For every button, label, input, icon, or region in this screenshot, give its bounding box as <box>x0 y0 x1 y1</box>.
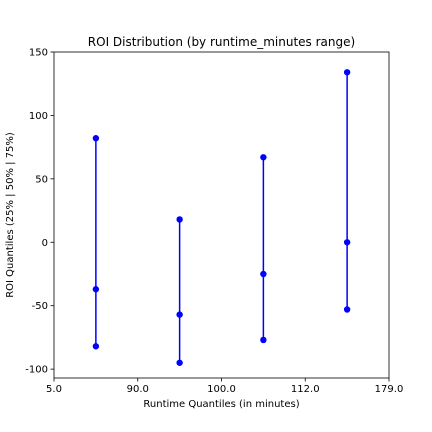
x-axis: 5.0 90.0 100.0 112.0 179.0 <box>46 378 403 395</box>
y-axis: -100 -50 0 50 100 150 <box>25 48 54 376</box>
x-tick-label: 112.0 <box>291 384 320 395</box>
quantile-50-point <box>260 270 267 278</box>
quantile-25-point <box>343 306 351 313</box>
quantile-50-point <box>92 286 100 293</box>
quantile-50-point <box>176 311 183 318</box>
y-tick-label: -100 <box>25 365 48 376</box>
chart-title: ROI Distribution (by runtime_minutes ran… <box>88 35 355 49</box>
y-tick-label: 150 <box>29 48 48 59</box>
x-tick-label: 100.0 <box>207 384 236 395</box>
quantile-25-point <box>176 359 183 366</box>
y-tick-label: 50 <box>35 174 48 185</box>
quantile-75-point <box>92 135 100 142</box>
y-tick-label: -50 <box>32 301 48 312</box>
quantile-75-point <box>343 69 351 76</box>
x-axis-label: Runtime Quantiles (in minutes) <box>143 399 299 410</box>
quantile-50-point <box>343 239 351 246</box>
quantile-75-point <box>176 216 183 223</box>
x-tick-label: 179.0 <box>375 384 404 395</box>
data-marks <box>92 69 351 366</box>
y-tick-label: 100 <box>29 111 48 122</box>
plot-frame <box>53 51 390 379</box>
x-tick-label: 5.0 <box>46 384 62 395</box>
quantile-25-point <box>260 336 267 344</box>
quantile-75-point <box>260 154 267 161</box>
y-tick-label: 0 <box>42 238 48 249</box>
x-tick-label: 90.0 <box>127 384 149 395</box>
y-axis-label: ROI Quantiles (25% | 50% | 75%) <box>5 132 16 298</box>
quantile-25-point <box>92 343 100 350</box>
